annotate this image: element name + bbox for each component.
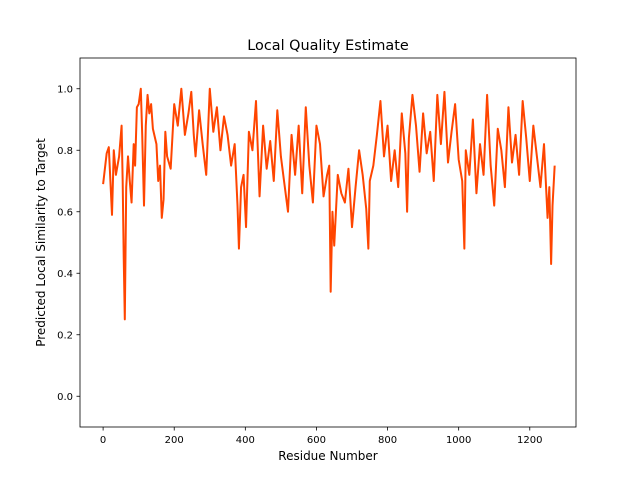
series-line — [102, 87, 556, 321]
plot-area-frame — [79, 57, 577, 428]
chart-title: Local Quality Estimate — [247, 38, 409, 54]
y-axis-label: Predicted Local Similarity to Target — [34, 138, 48, 347]
y-axis: 0.0 0.2 0.4 0.6 0.8 1.0 — [57, 84, 80, 403]
y-tick-label: 0.2 — [57, 330, 73, 341]
y-tick-label: 0.0 — [57, 392, 73, 403]
x-tick-label: 1000 — [446, 435, 471, 446]
x-tick-label: 1200 — [517, 435, 542, 446]
series-layer — [102, 87, 556, 321]
x-axis: 0 200 400 600 800 1000 1200 — [100, 427, 543, 446]
x-tick-label: 600 — [307, 435, 326, 446]
x-tick-label: 0 — [100, 435, 106, 446]
x-axis-label: Residue Number — [278, 449, 377, 463]
x-tick-label: 800 — [378, 435, 397, 446]
y-tick-label: 0.8 — [57, 146, 73, 157]
x-tick-label: 200 — [165, 435, 184, 446]
y-tick-label: 1.0 — [57, 84, 73, 95]
y-tick-label: 0.6 — [57, 207, 73, 218]
x-tick-label: 400 — [236, 435, 255, 446]
y-tick-label: 0.4 — [57, 269, 73, 280]
